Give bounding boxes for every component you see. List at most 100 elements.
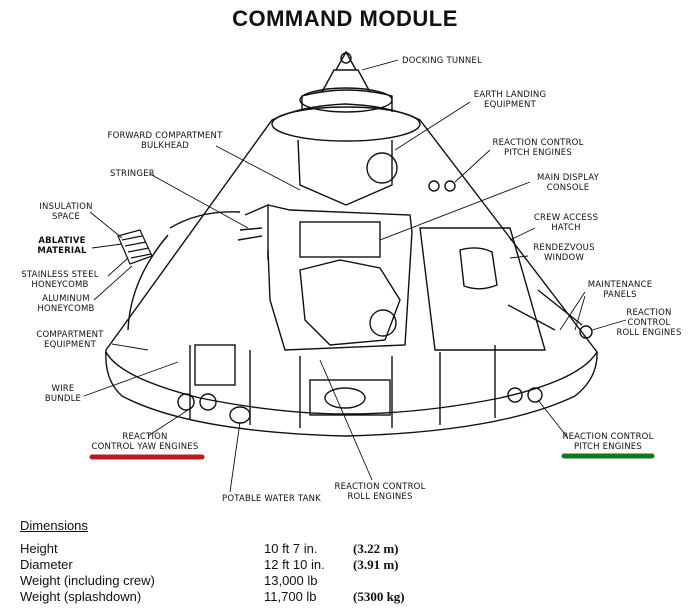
- potable-water-tank-shape: [229, 406, 251, 424]
- rcs-pitch-bottom-1: [507, 387, 523, 403]
- yaw-bay-equipment: [194, 344, 236, 386]
- label-insulation-line2: SPACE: [52, 212, 80, 222]
- leader-rendezvous: [509, 255, 529, 259]
- label-crew-hatch-line1: CREW ACCESS: [533, 213, 599, 223]
- label-rc-roll-right-line3: ROLL ENGINES: [616, 328, 682, 338]
- compartment-arc-2: [169, 211, 241, 229]
- leader-maintenance-2: [574, 295, 586, 331]
- label-rc-pitch-bottom-line2: PITCH ENGINES: [574, 442, 642, 452]
- label-stainless-line2: HONEYCOMB: [31, 280, 89, 290]
- label-rendezvous-line2: WINDOW: [543, 253, 585, 263]
- label-insulation: INSULATION SPACE: [30, 202, 102, 222]
- label-rc-roll-right-line1: REACTION: [626, 308, 672, 318]
- label-compartment-line2: EQUIPMENT: [44, 340, 96, 350]
- dimensions-heading: Dimensions: [20, 518, 88, 533]
- label-main-display: MAIN DISPLAY CONSOLE: [528, 173, 608, 193]
- dimension-name: Height: [20, 541, 58, 556]
- dimension-metric: (5300 kg): [353, 589, 405, 604]
- roll-engine-housing: [309, 379, 391, 416]
- leader-rc-roll-bottom: [319, 359, 373, 481]
- leader-ablative: [91, 243, 123, 249]
- rcs-pitch-top-left: [428, 180, 440, 192]
- label-aluminum-line2: HONEYCOMB: [37, 304, 95, 314]
- dimension-row: Height 10 ft 7 in. (3.22 m): [20, 541, 680, 557]
- label-rc-pitch-bottom-line1: REACTION CONTROL: [562, 432, 654, 442]
- label-wire-line1: WIRE: [51, 384, 75, 394]
- label-aluminum-line1: ALUMINUM: [42, 294, 90, 304]
- docking-tunnel-ring: [299, 87, 393, 113]
- label-main-display-line2: CONSOLE: [546, 183, 590, 193]
- label-rc-yaw: REACTION CONTROL YAW ENGINES: [84, 432, 206, 452]
- leader-aluminum: [93, 265, 133, 301]
- compartment-arc: [127, 234, 169, 331]
- maintenance-panel-1: [507, 304, 556, 331]
- maintenance-panel-2: [537, 289, 583, 326]
- dimension-name: Weight (splashdown): [20, 589, 142, 604]
- dimension-metric: (3.22 m): [353, 541, 399, 556]
- label-maintenance-line2: PANELS: [603, 290, 637, 300]
- page-title: COMMAND MODULE: [232, 6, 458, 31]
- dimension-name: Diameter: [20, 557, 73, 572]
- label-rc-roll-bottom-line2: ROLL ENGINES: [347, 492, 413, 502]
- rcs-yaw-engine-1: [177, 393, 195, 411]
- dimension-metric: (3.91 m): [353, 557, 399, 572]
- heat-shield-sample: [117, 229, 153, 265]
- leader-docking: [361, 59, 399, 71]
- crew-hatch: [419, 227, 546, 351]
- cutaway-edge: [267, 204, 413, 351]
- lower-bay-dividers: [189, 345, 496, 428]
- label-ablative: ABLATIVE MATERIAL: [26, 236, 98, 256]
- label-fwd-bulkhead-line2: BULKHEAD: [140, 141, 190, 151]
- label-rc-yaw-line1: REACTION: [122, 432, 168, 442]
- label-rendezvous: RENDEZVOUS WINDOW: [528, 243, 600, 263]
- rcs-roll-right-engine: [579, 325, 593, 339]
- label-aluminum: ALUMINUM HONEYCOMB: [30, 294, 102, 314]
- rendezvous-window: [459, 247, 498, 290]
- leader-compartment: [111, 343, 149, 351]
- dimension-value: 13,000 lb: [264, 573, 318, 588]
- label-maintenance-line1: MAINTENANCE: [587, 280, 653, 290]
- label-rc-pitch-top-line1: REACTION CONTROL: [492, 138, 584, 148]
- label-maintenance: MAINTENANCE PANELS: [578, 280, 662, 300]
- label-insulation-line1: INSULATION: [39, 202, 93, 212]
- label-crew-hatch: CREW ACCESS HATCH: [530, 213, 602, 233]
- label-rc-pitch-top: REACTION CONTROL PITCH ENGINES: [488, 138, 588, 158]
- rcs-pitch-top-right: [444, 180, 456, 192]
- label-earth-landing-line2: EQUIPMENT: [484, 100, 536, 110]
- heat-shield-rim: [105, 351, 598, 415]
- leader-insulation: [89, 211, 123, 239]
- label-stainless: STAINLESS STEEL HONEYCOMB: [14, 270, 106, 290]
- dimension-row: Diameter 12 ft 10 in. (3.91 m): [20, 557, 680, 573]
- leader-main-display: [379, 181, 531, 241]
- interior-left-wall: [244, 203, 269, 260]
- label-ablative-line1: ABLATIVE: [38, 236, 86, 246]
- earth-landing-bay: [297, 139, 393, 206]
- label-docking-tunnel: DOCKING TUNNEL: [402, 56, 482, 66]
- label-compartment-line1: COMPARTMENT: [36, 330, 104, 340]
- label-potable-water: POTABLE WATER TANK: [222, 494, 321, 504]
- dimension-row: Weight (including crew) 13,000 lb: [20, 573, 680, 589]
- dimension-name: Weight (including crew): [20, 573, 155, 588]
- label-wire-line2: BUNDLE: [44, 394, 82, 404]
- label-stainless-line1: STAINLESS STEEL: [21, 270, 99, 280]
- module-outer-shell: [105, 103, 598, 437]
- label-earth-landing: EARTH LANDING EQUIPMENT: [470, 90, 550, 110]
- label-rendezvous-line1: RENDEZVOUS: [533, 243, 595, 253]
- dimension-value: 11,700 lb: [264, 589, 317, 604]
- leader-rc-pitch-bottom: [537, 399, 569, 439]
- label-rc-roll-bottom-line1: REACTION CONTROL: [334, 482, 426, 492]
- leader-earth-landing: [394, 101, 471, 151]
- label-rc-roll-bottom: REACTION CONTROL ROLL ENGINES: [328, 482, 432, 502]
- dimension-row: Weight (splashdown) 11,700 lb (5300 kg): [20, 589, 680, 605]
- label-stringer: STRINGER: [110, 169, 155, 179]
- label-fwd-bulkhead: FORWARD COMPARTMENT BULKHEAD: [100, 131, 230, 151]
- label-earth-landing-line1: EARTH LANDING: [473, 90, 547, 100]
- label-crew-hatch-line2: HATCH: [551, 223, 581, 233]
- leader-stainless: [107, 257, 129, 277]
- label-rc-pitch-bottom: REACTION CONTROL PITCH ENGINES: [556, 432, 660, 452]
- label-rc-roll-right-line2: CONTROL: [627, 318, 671, 328]
- display-console: [299, 221, 381, 258]
- label-rc-roll-right: REACTION CONTROL ROLL ENGINES: [612, 308, 686, 338]
- leader-wire: [83, 361, 179, 397]
